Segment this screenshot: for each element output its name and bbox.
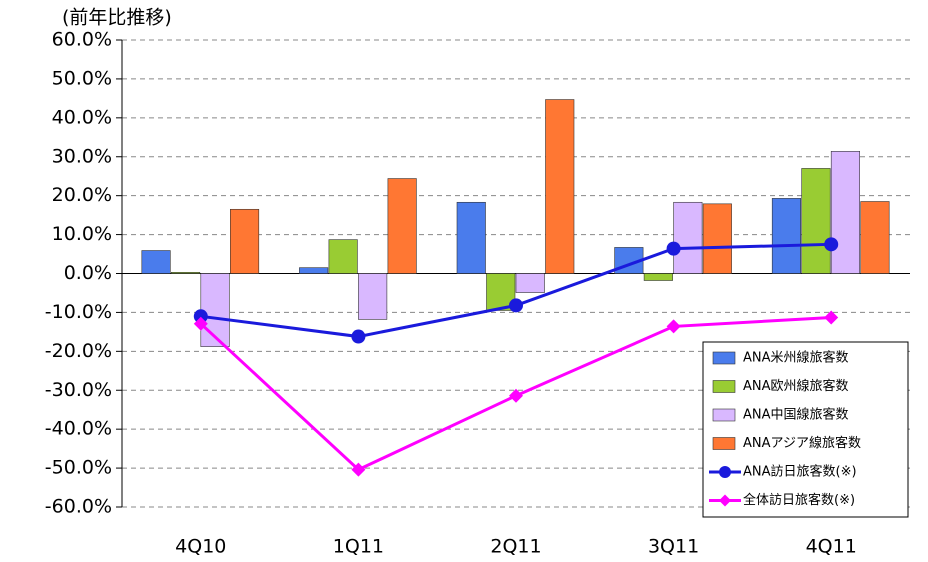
bar: [801, 168, 831, 274]
legend-swatch: [712, 408, 736, 422]
bar: [702, 203, 732, 274]
line-marker: [509, 298, 523, 313]
bar: [200, 273, 230, 347]
x-tick-label: 2Q11: [490, 536, 541, 558]
y-tick-label: 20.0%: [52, 184, 112, 206]
legend-label: ANA訪日旅客数(※): [743, 464, 857, 480]
legend-box: [702, 341, 909, 518]
bar: [299, 267, 329, 274]
legend-swatch: [712, 380, 736, 393]
y-tick-label: 0.0%: [64, 262, 112, 284]
line-marker: [351, 462, 366, 477]
y-tick-label: -30.0%: [45, 379, 112, 401]
x-tick-label: 3Q11: [648, 536, 699, 558]
bar: [515, 273, 545, 293]
bar: [673, 201, 703, 274]
line-marker: [666, 319, 681, 334]
bar: [771, 198, 802, 274]
line-marker: [193, 316, 208, 331]
y-tick-label: -20.0%: [45, 340, 112, 362]
legend-label: ANAアジア線旅客数: [743, 435, 861, 451]
legend-swatch: [712, 351, 736, 365]
y-tick-label: -40.0%: [45, 418, 112, 440]
legend-label: ANA中国線旅客数: [743, 407, 849, 423]
line-marker: [193, 309, 208, 324]
y-tick-label: 10.0%: [52, 223, 112, 245]
y-tick-label: 30.0%: [52, 145, 112, 167]
line-marker: [666, 241, 681, 256]
line-marker: [509, 388, 523, 403]
legend-marker: [719, 494, 731, 507]
legend-label: ANA欧州線旅客数: [743, 378, 849, 394]
y-tick-label: 40.0%: [52, 106, 112, 128]
y-tick-label: -60.0%: [45, 496, 112, 518]
bar: [328, 239, 358, 274]
y-tick-label: -10.0%: [45, 301, 112, 323]
line-marker: [824, 310, 839, 325]
x-tick-label: 4Q11: [806, 536, 857, 558]
bar: [486, 273, 516, 311]
bar: [456, 201, 486, 274]
bar: [387, 178, 417, 274]
bar: [643, 273, 673, 281]
bar: [860, 201, 890, 274]
chart-title: (前年比推移): [62, 7, 172, 29]
x-tick-label: 1Q11: [333, 536, 384, 558]
line-marker: [351, 329, 366, 344]
y-tick-label: -50.0%: [45, 457, 112, 479]
legend-label: ANA米州線旅客数: [743, 350, 849, 366]
bar: [545, 99, 575, 274]
bar: [358, 273, 388, 320]
x-tick-label: 4Q10: [175, 536, 226, 558]
bar: [141, 250, 171, 274]
legend-marker: [719, 466, 731, 478]
bar: [171, 272, 201, 274]
y-tick-label: 60.0%: [52, 29, 112, 51]
legend-swatch: [712, 437, 736, 450]
y-tick-label: 50.0%: [52, 67, 112, 89]
line-marker: [824, 237, 839, 252]
legend-label: 全体訪日旅客数(※): [743, 492, 855, 508]
bar: [230, 208, 260, 274]
bar: [830, 151, 861, 274]
